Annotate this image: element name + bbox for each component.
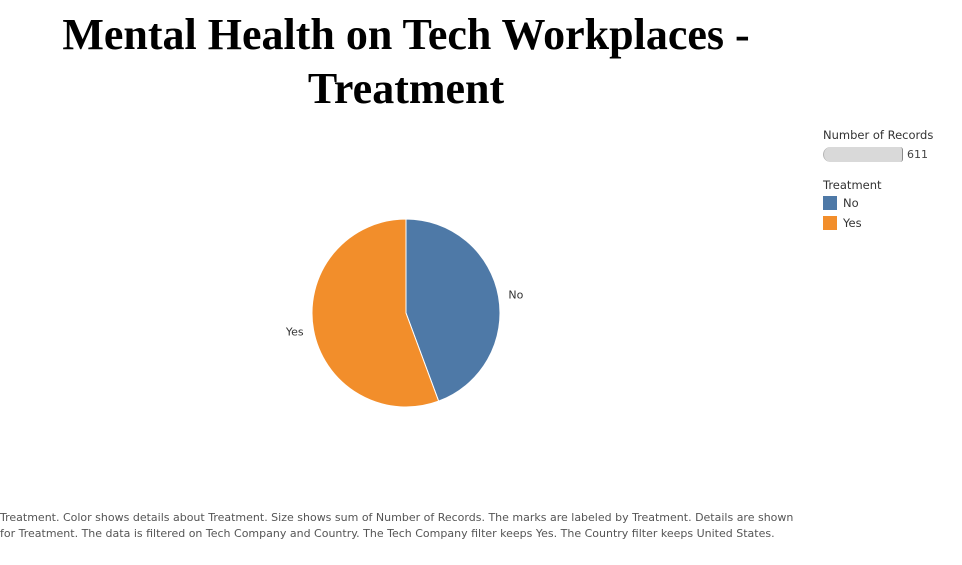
legend-label-no: No [843, 196, 859, 210]
size-legend-bar [823, 146, 903, 162]
legend-panel: Number of Records 611 Treatment No Yes [823, 128, 958, 233]
color-legend[interactable]: Treatment No Yes [823, 178, 958, 233]
legend-item-no[interactable]: No [823, 193, 958, 213]
legend-swatch-no [823, 196, 837, 210]
chart-caption: Treatment. Color shows details about Tre… [0, 511, 794, 540]
legend-swatch-yes [823, 216, 837, 230]
color-legend-title: Treatment [823, 178, 882, 192]
pie-label-yes: Yes [285, 325, 304, 338]
size-legend-row: 611 [823, 146, 958, 162]
pie-label-no: No [508, 289, 523, 302]
size-legend-title: Number of Records [823, 128, 934, 142]
legend-item-yes[interactable]: Yes [823, 213, 958, 233]
chart-title: Mental Health on Tech Workplaces - Treat… [62, 10, 750, 113]
pie-slice-no[interactable] [405, 218, 501, 402]
legend-label-yes: Yes [843, 216, 862, 230]
pie-slice-yes[interactable] [311, 218, 440, 408]
size-legend-value: 611 [907, 147, 928, 161]
